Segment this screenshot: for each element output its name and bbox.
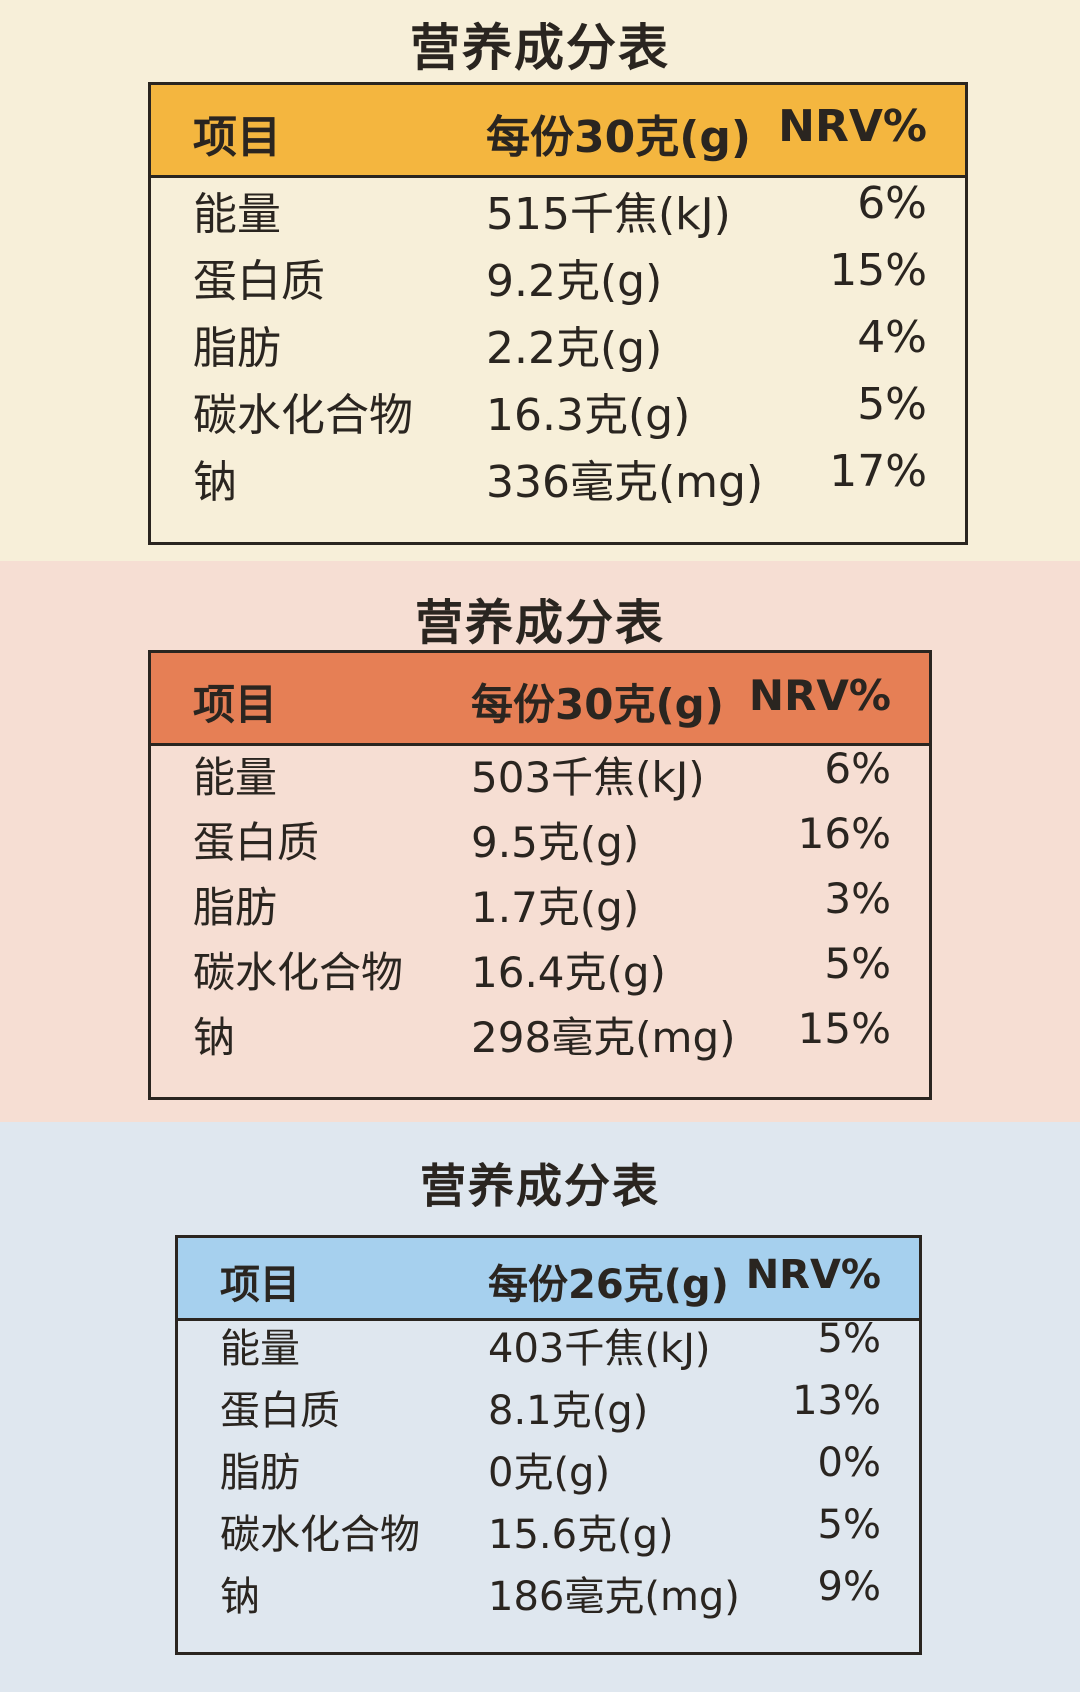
- table-cell: 9.2克(g): [486, 256, 663, 308]
- table-cell: 16.3克(g): [486, 390, 691, 442]
- table-cell: 503千焦(kJ): [471, 752, 705, 802]
- nutrition-table: 项目 每份30克(g) NRV% 能量 515千焦(kJ) 6% 蛋白质 9.2克(g) 15%…: [148, 82, 968, 545]
- panel-title: 营养成分表: [414, 595, 665, 651]
- table-cell: 9%: [817, 1564, 881, 1610]
- header-cell: 项目: [193, 112, 281, 164]
- table-cell: 186毫克(mg): [488, 1574, 740, 1620]
- nutrition-table: 项目 每份26克(g) NRV% 能量 403千焦(kJ) 5% 蛋白质 8.1克(g) 13%…: [175, 1235, 922, 1655]
- header-cell: 每份26克(g): [488, 1262, 729, 1308]
- header-cell: NRV%: [748, 670, 891, 720]
- table-cell: 17%: [829, 446, 927, 498]
- table-cell: 15.6克(g): [488, 1512, 674, 1558]
- table-cell: 碳水化合物: [193, 390, 413, 442]
- panel-title: 营养成分表: [410, 19, 670, 77]
- table-header: [151, 85, 965, 178]
- table-cell: 403千焦(kJ): [488, 1326, 711, 1372]
- table-cell: 脂肪: [193, 323, 281, 375]
- table-cell: 8.1克(g): [488, 1388, 649, 1434]
- table-cell: 0%: [817, 1440, 881, 1486]
- table-cell: 15%: [829, 245, 927, 297]
- label-panel: 营养成分表项目 每份26克(g) NRV% 能量 403千焦(kJ) 5% 蛋白质 8.1克(…: [0, 1122, 1080, 1692]
- table-cell: 碳水化合物: [193, 947, 404, 997]
- table-cell: 5%: [817, 1502, 881, 1548]
- table-cell: 钠: [193, 457, 237, 509]
- table-cell: 3%: [824, 873, 891, 923]
- nutrition-table: 项目 每份30克(g) NRV% 能量 503千焦(kJ) 6% 蛋白质 9.5克(g) 16%…: [148, 650, 932, 1100]
- table-cell: 1.7克(g): [471, 882, 640, 932]
- table-cell: 能量: [193, 189, 281, 241]
- table-cell: 蛋白质: [193, 817, 320, 867]
- header-cell: 每份30克(g): [471, 679, 724, 729]
- table-cell: 13%: [792, 1378, 881, 1424]
- header-cell: NRV%: [778, 101, 927, 153]
- header-cell: 项目: [193, 679, 278, 729]
- table-cell: 钠: [220, 1574, 260, 1620]
- table-cell: 5%: [817, 1316, 881, 1362]
- table-cell: 蛋白质: [193, 256, 325, 308]
- table-cell: 4%: [857, 312, 927, 364]
- header-cell: 每份30克(g): [486, 112, 751, 164]
- table-header: [151, 653, 929, 746]
- table-cell: 脂肪: [220, 1450, 300, 1496]
- panel-title: 营养成分表: [420, 1159, 660, 1213]
- table-cell: 钠: [193, 1012, 236, 1062]
- header-cell: 项目: [220, 1262, 300, 1308]
- table-cell: 6%: [824, 743, 891, 793]
- label-panel: 营养成分表项目 每份30克(g) NRV% 能量 503千焦(kJ) 6% 蛋白质 9.5克(…: [0, 561, 1080, 1122]
- table-cell: 2.2克(g): [486, 323, 663, 375]
- table-cell: 能量: [220, 1326, 300, 1372]
- table-cell: 15%: [797, 1003, 891, 1053]
- table-cell: 16%: [797, 808, 891, 858]
- table-header: [178, 1238, 919, 1321]
- table-cell: 蛋白质: [220, 1388, 340, 1434]
- table-cell: 能量: [193, 752, 278, 802]
- table-cell: 6%: [857, 178, 927, 230]
- table-cell: 脂肪: [193, 882, 278, 932]
- table-cell: 16.4克(g): [471, 947, 666, 997]
- table-cell: 0克(g): [488, 1450, 611, 1496]
- label-panel: 营养成分表项目 每份30克(g) NRV% 能量 515千焦(kJ) 6% 蛋白质 9.2克(…: [0, 0, 1080, 561]
- table-cell: 碳水化合物: [220, 1512, 420, 1558]
- table-cell: 5%: [857, 379, 927, 431]
- table-cell: 9.5克(g): [471, 817, 640, 867]
- table-cell: 298毫克(mg): [471, 1012, 736, 1062]
- header-cell: NRV%: [745, 1252, 881, 1298]
- table-cell: 336毫克(mg): [486, 457, 764, 509]
- table-cell: 515千焦(kJ): [486, 189, 731, 241]
- table-cell: 5%: [824, 938, 891, 988]
